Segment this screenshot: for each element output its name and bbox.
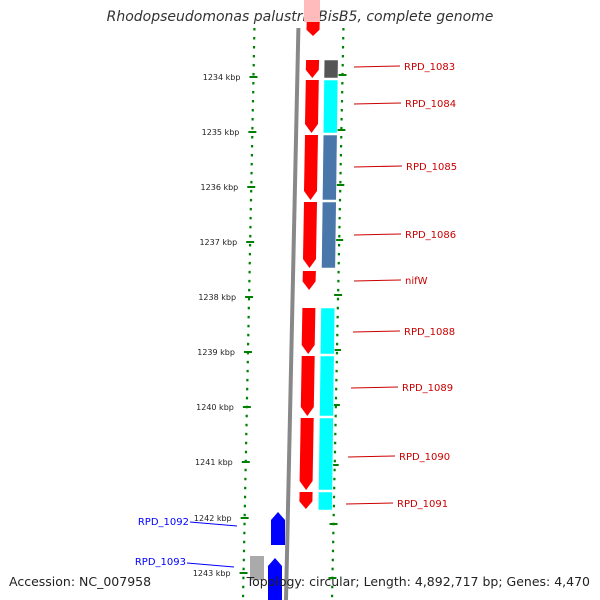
gene-label: RPD_1093 [135,557,186,568]
gene-label: RPD_1086 [405,230,456,241]
gene-label: RPD_1092 [138,517,189,528]
genome-title: Rhodopseudomonas palustris BisB5, comple… [106,9,494,25]
forward-gene-arrow [305,80,319,133]
gene-label: RPD_1083 [404,62,455,73]
kbp-label: 1237 kbp [199,238,237,247]
kbp-label: 1241 kbp [195,458,233,467]
gene-leader-line [186,562,235,568]
gene-label: RPD_1089 [402,383,453,394]
gene-leader-line [353,65,401,68]
forward-gene-arrow [302,271,316,290]
kbp-label: 1242 kbp [194,514,232,523]
forward-gene-arrow [299,418,314,490]
forward-gene-arrow [306,22,320,36]
gene-label: RPD_1084 [405,99,456,110]
kbp-label: 1243 kbp [193,569,231,578]
gene-leader-line [352,330,401,333]
forward-gene-arrow [299,492,313,509]
gene-leader-line [345,502,394,505]
feature-block [319,307,336,355]
gene-leader-line [353,279,402,282]
gene-label: RPD_1091 [397,499,448,510]
feature-block [321,201,337,269]
gene-label: RPD_1088 [404,327,455,338]
gene-label: nifW [405,276,428,287]
feature-block [317,491,333,511]
kbp-label: 1240 kbp [196,403,234,412]
gene-leader-line [353,102,402,105]
forward-gene-arrow [304,135,318,200]
feature-block [319,355,335,417]
feature-block [322,134,338,201]
kbp-label: 1236 kbp [201,183,239,192]
feature-block [318,417,334,491]
forward-gene-arrow [301,308,316,354]
gene-leader-line [350,386,399,389]
gene-leader-line [347,455,396,458]
reverse-gene-arrow [271,512,285,545]
feature-block [250,556,264,580]
forward-gene-arrow [305,60,320,78]
partial-gene [304,0,320,22]
feature-block [322,79,339,134]
kbp-label: 1239 kbp [197,348,235,357]
kbp-label: 1235 kbp [202,128,240,137]
reverse-gene-arrow [268,558,282,600]
accession-text: Accession: NC_007958 [9,574,152,589]
kbp-label: 1234 kbp [203,73,241,82]
gene-leader-line [353,165,403,168]
gene-label: RPD_1090 [399,452,450,463]
forward-gene-arrow [303,202,317,268]
gene-label: RPD_1085 [406,162,457,173]
genome-summary-text: Topology: circular; Length: 4,892,717 bp… [246,574,590,589]
ruler-track-inner [241,28,256,600]
gene-leader-line [189,521,238,527]
genome-backbone [284,27,301,600]
kbp-label: 1238 kbp [198,293,236,302]
feature-block [323,59,339,79]
forward-gene-arrow [300,356,315,416]
gene-leader-line [353,233,402,236]
